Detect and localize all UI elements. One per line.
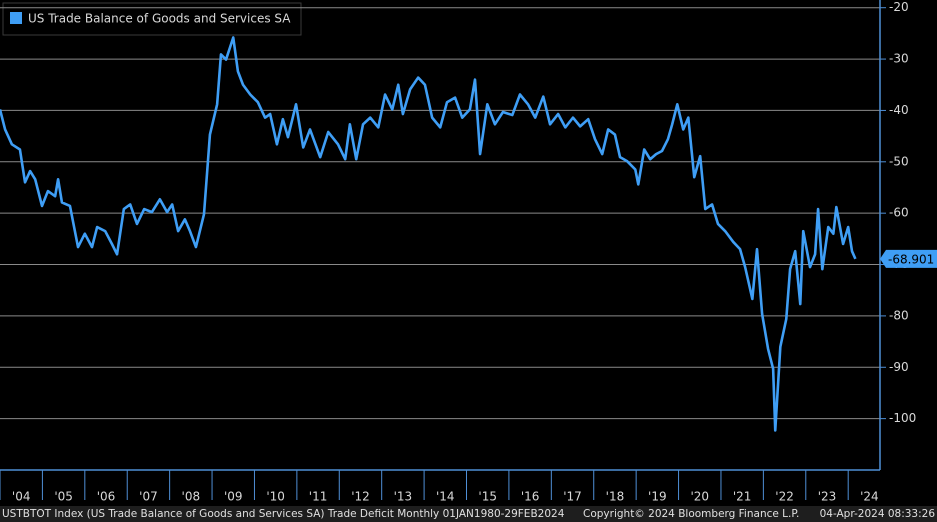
x-tick-label: '16 [521,490,540,504]
y-tick-label: -60 [889,206,909,220]
last-value-label: -68.901 [888,252,934,266]
x-tick-label: '18 [606,490,625,504]
x-tick-label: '09 [224,490,243,504]
x-tick-label: '20 [690,490,709,504]
legend-label: US Trade Balance of Goods and Services S… [28,12,291,26]
x-tick-label: '21 [733,490,752,504]
y-tick-label: -50 [889,154,909,168]
x-tick-label: '13 [394,490,413,504]
x-tick-label: '04 [12,490,31,504]
last-value-flag [880,249,937,268]
x-tick-label: '11 [309,490,328,504]
footer-timestamp: 04-Apr-2024 08:33:26 [820,508,936,520]
x-tick-label: '17 [563,490,582,504]
legend-box [2,2,302,36]
y-tick-label: -40 [889,103,909,117]
x-tick-label: '23 [818,490,837,504]
footer-bar [0,506,937,522]
x-tick-label: '12 [351,490,370,504]
legend-swatch [10,12,22,24]
x-tick-label: '06 [97,490,116,504]
y-tick-label: -20 [889,0,909,14]
x-tick-label: '08 [182,490,201,504]
x-tick-label: '19 [648,490,667,504]
y-tick-label: -80 [889,308,909,322]
x-tick-label: '14 [436,490,455,504]
y-tick-label: -100 [889,411,916,425]
x-tick-label: '24 [860,490,879,504]
x-tick-label: '10 [266,490,285,504]
footer-source: USTBTOT Index (US Trade Balance of Goods… [2,508,565,520]
footer-copyright: Copyright© 2024 Bloomberg Finance L.P. [583,508,799,520]
x-tick-label: '22 [775,490,794,504]
x-tick-label: '15 [478,490,497,504]
y-tick-label: -30 [889,52,909,66]
data-line [0,36,857,432]
x-tick-label: '05 [54,490,73,504]
y-tick-label: -90 [889,360,909,374]
x-tick-label: '07 [139,490,158,504]
